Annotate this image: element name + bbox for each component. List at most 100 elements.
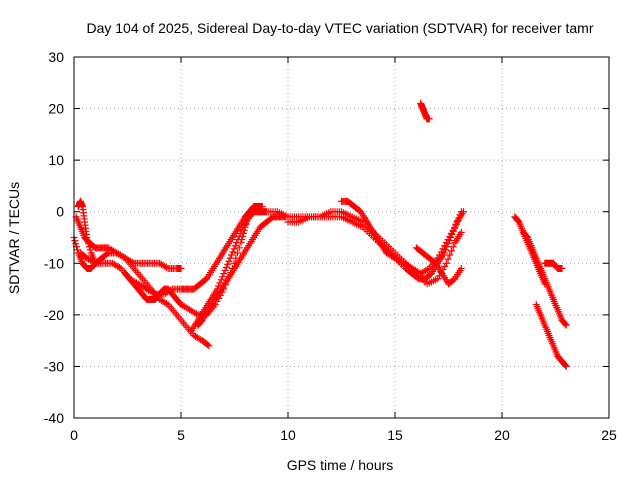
y-tick-label: -40 <box>44 410 64 426</box>
x-tick-label: 5 <box>177 427 185 443</box>
series-arc-j <box>338 197 465 278</box>
data-point <box>442 246 450 254</box>
data-point <box>73 246 81 254</box>
data-point <box>150 289 158 297</box>
data-point <box>215 282 223 290</box>
data-point <box>233 239 241 247</box>
series-arc-k <box>402 208 467 283</box>
series-arc-b <box>72 213 185 272</box>
data-point <box>128 258 136 266</box>
data-point <box>230 245 238 253</box>
data-point <box>457 228 465 236</box>
data-point <box>224 260 232 268</box>
series-arc-i <box>284 213 416 278</box>
data-point <box>449 227 457 235</box>
y-axis-label: SDTVAR / TECUs <box>6 182 22 294</box>
data-point <box>229 248 237 256</box>
y-tick-label: -10 <box>44 255 64 271</box>
data-point <box>450 224 458 232</box>
y-tick-label: 30 <box>48 49 64 65</box>
data-point <box>444 240 452 248</box>
data-point <box>562 362 570 370</box>
y-tick-label: -30 <box>44 358 64 374</box>
x-tick-label: 15 <box>387 427 403 443</box>
series-arc-c <box>74 197 99 267</box>
data-point <box>447 234 455 241</box>
x-tick-label: 25 <box>601 427 617 443</box>
data-point <box>443 243 451 251</box>
series-arc-o <box>519 228 570 329</box>
data-point <box>221 267 229 275</box>
data-point <box>424 265 432 273</box>
data-point <box>204 341 212 349</box>
data-point <box>177 264 185 272</box>
data-point <box>562 321 570 329</box>
data-point <box>222 263 230 271</box>
x-tick-label: 20 <box>494 427 510 443</box>
data-point <box>523 232 531 240</box>
y-tick-label: 0 <box>56 204 64 220</box>
data-point <box>235 244 243 252</box>
y-tick-label: -20 <box>44 307 64 323</box>
data-point <box>85 240 93 248</box>
axis-ticks: 0 5 10 15 20 25 -40 -30 -20 -10 0 10 20 30 <box>44 49 617 443</box>
data-point <box>449 243 457 251</box>
grid-lines <box>74 57 609 418</box>
data-point <box>217 276 225 284</box>
data-point <box>115 263 123 271</box>
data-point <box>442 259 450 267</box>
data-point <box>71 237 79 245</box>
y-tick-label: 20 <box>48 101 64 117</box>
data-point <box>219 273 227 281</box>
data-point <box>440 249 448 257</box>
data-point <box>162 263 170 271</box>
data-point <box>84 237 92 245</box>
data-point <box>103 250 111 258</box>
data-point <box>447 247 455 255</box>
data-point <box>425 115 433 123</box>
data-point <box>448 230 456 238</box>
x-tick-label: 10 <box>280 427 296 443</box>
data-point <box>205 342 213 350</box>
series-arc-p <box>532 301 570 370</box>
series-arc-g <box>194 213 290 329</box>
data-point <box>445 237 453 245</box>
data-point <box>86 246 94 254</box>
series-arc-q <box>541 259 566 272</box>
series-arc-d <box>76 203 266 298</box>
data-point <box>236 229 244 237</box>
data-point <box>444 255 452 263</box>
data-point <box>220 270 228 278</box>
series-arc-l <box>412 244 465 288</box>
series-arc-e <box>121 208 253 319</box>
data-point <box>233 249 241 257</box>
data-point <box>457 264 465 272</box>
data-point <box>231 242 239 250</box>
data-point <box>434 275 442 283</box>
x-tick-label: 0 <box>70 427 78 443</box>
data-point <box>558 264 566 272</box>
data-point <box>234 236 242 244</box>
data-point <box>452 221 460 229</box>
y-tick-label: 10 <box>48 152 64 168</box>
data-point <box>83 234 91 241</box>
data-points <box>70 99 570 370</box>
data-point <box>225 257 233 265</box>
x-axis-label: GPS time / hours <box>287 457 394 473</box>
data-point <box>228 251 236 259</box>
data-point <box>90 258 98 266</box>
series-arc-a <box>70 234 213 350</box>
data-point <box>238 226 246 234</box>
data-point <box>162 300 170 308</box>
data-point <box>561 320 569 328</box>
data-point <box>235 232 243 240</box>
data-point <box>441 262 449 270</box>
data-point <box>226 254 234 262</box>
plot-frame <box>73 56 610 419</box>
data-point <box>459 208 467 216</box>
data-point <box>72 240 80 248</box>
chart-title: Day 104 of 2025, Sidereal Day-to-day VTE… <box>86 20 593 36</box>
data-point <box>446 251 454 259</box>
data-point <box>561 361 569 369</box>
